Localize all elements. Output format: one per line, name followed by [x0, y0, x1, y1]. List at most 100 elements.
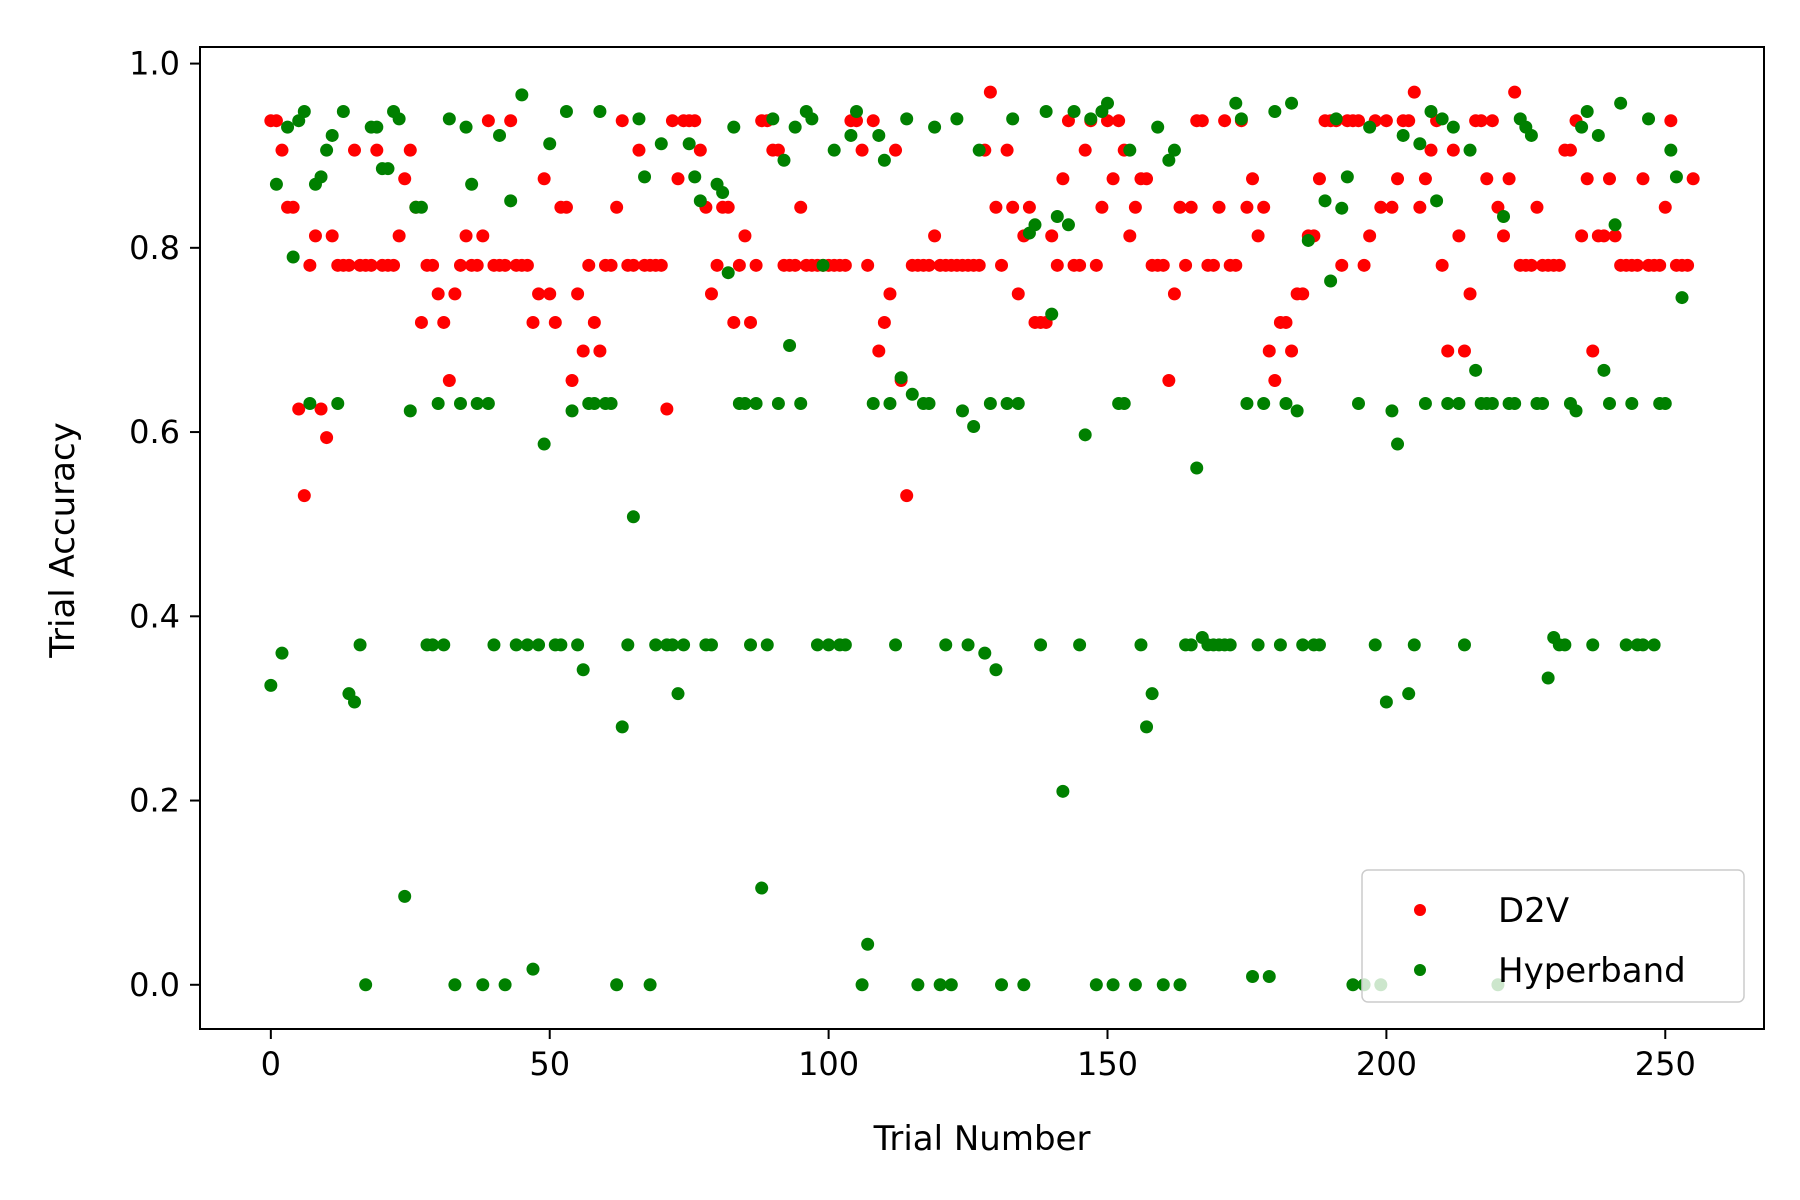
point-d2v	[1418, 172, 1432, 186]
point-hyperband	[1073, 638, 1087, 652]
point-d2v	[1452, 229, 1466, 243]
point-hyperband	[509, 638, 523, 652]
point-d2v	[504, 114, 518, 128]
point-hyperband	[866, 397, 880, 410]
point-d2v	[476, 229, 490, 243]
point-hyperband	[264, 678, 278, 692]
point-d2v	[665, 114, 679, 128]
point-hyperband	[1290, 404, 1304, 418]
point-d2v	[286, 200, 300, 214]
point-hyperband	[1619, 638, 1633, 652]
point-hyperband	[1603, 397, 1616, 410]
point-d2v	[1530, 200, 1544, 214]
point-hyperband	[721, 266, 735, 280]
point-d2v	[1167, 287, 1181, 301]
point-d2v	[1435, 258, 1449, 272]
point-hyperband	[1452, 397, 1466, 410]
point-d2v	[448, 287, 462, 301]
point-hyperband	[269, 177, 283, 191]
legend: D2V Hyperband	[1361, 869, 1745, 1003]
point-hyperband	[967, 420, 981, 434]
point-hyperband	[1145, 687, 1159, 701]
point-hyperband	[1575, 120, 1589, 134]
point-d2v	[1407, 85, 1421, 99]
point-d2v	[1011, 287, 1025, 301]
y-tick-label: 0.2	[129, 782, 180, 820]
point-hyperband	[1273, 638, 1287, 652]
point-d2v	[872, 344, 886, 358]
point-hyperband	[783, 338, 797, 352]
point-hyperband	[665, 638, 679, 652]
point-hyperband	[777, 153, 791, 167]
point-hyperband	[487, 638, 501, 652]
point-d2v	[1630, 258, 1644, 272]
point-hyperband	[738, 397, 752, 410]
point-d2v	[838, 258, 852, 272]
point-hyperband	[303, 397, 317, 410]
point-hyperband	[838, 638, 852, 652]
point-hyperband	[1580, 104, 1594, 118]
point-hyperband	[1508, 397, 1522, 410]
point-hyperband	[1028, 218, 1042, 232]
point-d2v	[426, 258, 440, 272]
point-hyperband	[727, 120, 741, 134]
point-d2v	[604, 258, 618, 272]
point-d2v	[1112, 114, 1126, 128]
point-hyperband	[493, 128, 507, 142]
point-hyperband	[336, 104, 350, 118]
point-hyperband	[403, 404, 417, 418]
point-hyperband	[459, 120, 473, 134]
point-hyperband	[448, 978, 462, 992]
point-d2v	[654, 258, 668, 272]
point-d2v	[565, 373, 579, 387]
point-hyperband	[693, 194, 707, 208]
legend-marker-hyperband	[1414, 964, 1426, 976]
point-d2v	[442, 373, 456, 387]
point-d2v	[1240, 200, 1254, 214]
point-d2v	[1206, 258, 1220, 272]
point-d2v	[1502, 172, 1516, 186]
point-d2v	[850, 114, 863, 128]
point-hyperband	[682, 137, 696, 151]
point-hyperband	[1318, 194, 1332, 208]
point-hyperband	[1675, 291, 1689, 305]
point-hyperband	[1441, 397, 1455, 410]
point-hyperband	[1346, 978, 1360, 992]
point-hyperband	[1497, 210, 1511, 223]
point-hyperband	[1050, 210, 1064, 223]
point-d2v	[1089, 258, 1103, 272]
point-d2v	[626, 258, 640, 272]
point-d2v	[403, 143, 417, 157]
point-hyperband	[1117, 397, 1131, 410]
point-hyperband	[554, 638, 568, 652]
point-hyperband	[1558, 638, 1572, 652]
point-d2v	[1162, 373, 1176, 387]
point-hyperband	[1402, 687, 1416, 701]
point-hyperband	[610, 978, 624, 992]
point-hyperband	[1424, 104, 1438, 118]
point-d2v	[543, 287, 557, 301]
point-hyperband	[453, 397, 467, 410]
point-hyperband	[749, 397, 763, 410]
point-hyperband	[1011, 397, 1025, 410]
point-d2v	[744, 315, 758, 329]
point-hyperband	[1101, 96, 1114, 110]
point-d2v	[983, 85, 997, 99]
point-d2v	[855, 143, 869, 157]
point-hyperband	[744, 638, 758, 652]
point-hyperband	[1151, 120, 1165, 134]
point-d2v	[1006, 200, 1020, 214]
point-hyperband	[1614, 96, 1628, 110]
point-d2v	[453, 258, 467, 272]
point-hyperband	[1457, 638, 1471, 652]
point-hyperband	[1134, 638, 1148, 652]
point-hyperband	[677, 638, 691, 652]
point-hyperband	[1368, 638, 1382, 652]
point-hyperband	[1089, 978, 1103, 992]
point-d2v	[1156, 258, 1170, 272]
point-hyperband	[470, 397, 484, 410]
point-d2v	[1050, 258, 1064, 272]
point-d2v	[615, 114, 629, 128]
point-d2v	[732, 258, 746, 272]
point-hyperband	[504, 194, 518, 208]
